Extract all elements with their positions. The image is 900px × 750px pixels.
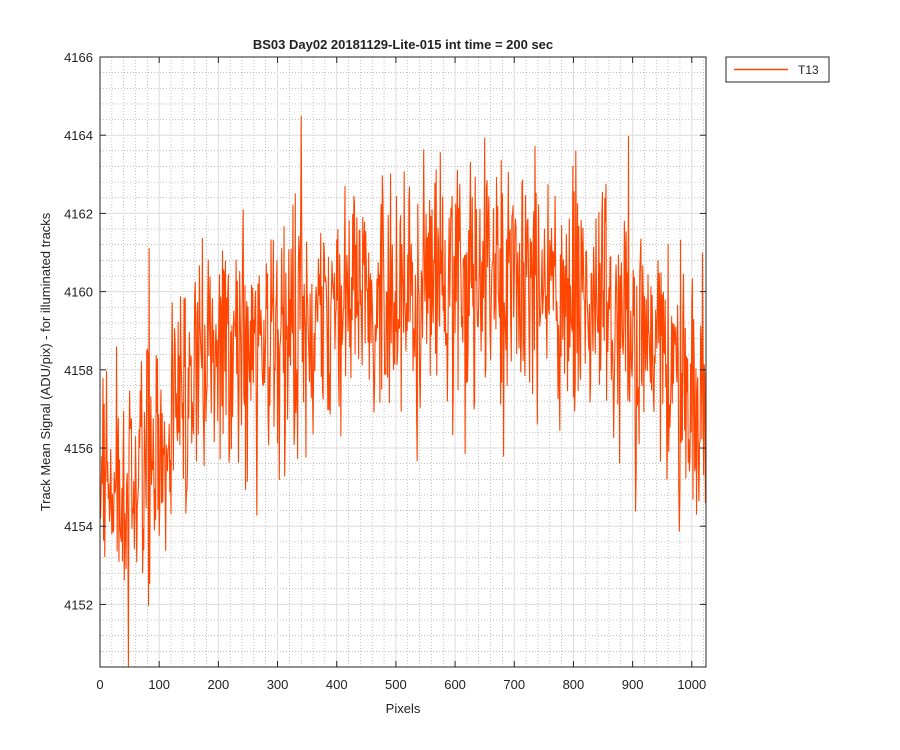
y-tick-label: 4158 [64,363,93,378]
legend: T13 [725,56,830,83]
x-tick-label: 800 [563,677,585,692]
x-tick-label: 1000 [677,677,706,692]
y-axis-label: Track Mean Signal (ADU/pix) - for illumi… [38,212,53,511]
x-tick-label: 900 [622,677,644,692]
x-tick-label: 100 [148,677,170,692]
series-layer [100,115,707,668]
y-tick-label: 4166 [64,50,93,65]
y-tick-label: 4162 [64,206,93,221]
series-line-t13 [100,115,707,668]
x-tick-label: 200 [208,677,230,692]
x-tick-label: 0 [96,677,103,692]
y-tick-label: 4154 [64,519,93,534]
x-tick-label: 400 [326,677,348,692]
x-tick-label: 500 [385,677,407,692]
plot-frame [99,56,707,668]
x-tick-label: 300 [267,677,289,692]
chart-title: BS03 Day02 20181129-Lite-015 int time = … [253,37,553,52]
legend-label-t13: T13 [798,63,819,77]
x-tick-label: 700 [503,677,525,692]
x-axis-ticks: 0 100 200 300 400 500 600 700 800 900 1000 [96,57,706,692]
x-tick-label: 600 [444,677,466,692]
y-tick-label: 4152 [64,597,93,612]
x-axis-label: Pixels [386,701,421,716]
y-tick-label: 4160 [64,285,93,300]
y-tick-label: 4156 [64,441,93,456]
y-tick-label: 4164 [64,128,93,143]
y-axis-ticks: 4152 4154 4156 4158 4160 4162 4164 4166 [64,50,706,612]
